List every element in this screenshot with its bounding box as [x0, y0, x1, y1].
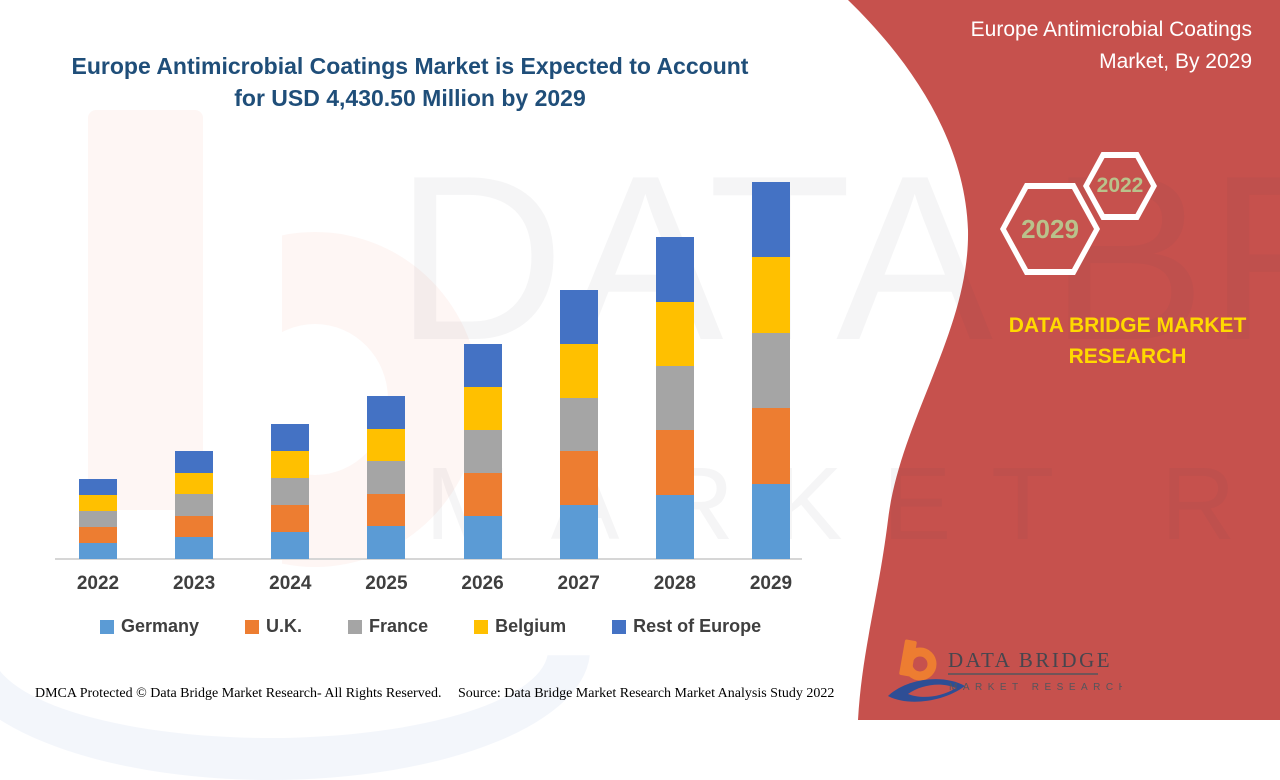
logo-wordmark: DATA BRIDGE: [948, 648, 1112, 672]
bar-2023: [175, 450, 214, 559]
bar-segment-rest-of-europe-2029: [751, 181, 790, 258]
side-panel-title: Europe Antimicrobial Coatings Market, By…: [822, 14, 1252, 78]
bar-2028: [655, 237, 694, 559]
bar-segment-rest-of-europe-2026: [463, 343, 502, 387]
bar-segment-france-2028: [655, 365, 694, 431]
legend-item-rest-of-europe: Rest of Europe: [612, 616, 761, 637]
background-logo-stem-watermark: [88, 110, 203, 510]
legend-swatch: [474, 619, 489, 634]
side-panel-background: [848, 0, 1280, 720]
bar-segment-belgium-2027: [559, 343, 598, 398]
bar-2026: [463, 343, 502, 559]
hexagon-year-label: 2022: [1089, 158, 1151, 214]
bar-2027: [559, 290, 598, 559]
bar-2025: [367, 396, 406, 559]
legend-label: Rest of Europe: [633, 616, 762, 636]
bar-segment-france-2024: [271, 477, 310, 505]
bar-segment-germany-2025: [367, 526, 406, 559]
bar-segment-belgium-2022: [79, 494, 117, 511]
legend-label: France: [369, 616, 429, 636]
bar-segment-belgium-2025: [367, 428, 406, 462]
bar-segment-rest-of-europe-2022: [79, 479, 117, 495]
bar-segment-u-k--2025: [367, 493, 406, 527]
bar-segment-germany-2023: [175, 537, 214, 559]
bar-segment-u-k--2026: [463, 472, 502, 516]
bar-segment-germany-2029: [751, 483, 790, 559]
bar-segment-germany-2024: [271, 531, 310, 559]
bar-segment-france-2023: [175, 494, 214, 516]
x-axis-label-2026: 2026: [461, 573, 504, 594]
bar-2024: [271, 423, 310, 559]
hexagon-badge-2029: 2029: [1000, 183, 1100, 275]
page-title: Europe Antimicrobial Coatings Market is …: [55, 50, 765, 114]
bar-segment-u-k--2023: [175, 515, 214, 538]
legend-item-germany: Germany: [100, 616, 199, 637]
bar-segment-belgium-2024: [271, 450, 310, 478]
legend-label: Germany: [121, 616, 200, 636]
x-axis-label-2028: 2028: [653, 573, 696, 594]
bar-segment-u-k--2028: [655, 430, 694, 495]
bar-segment-france-2025: [367, 461, 406, 494]
bar-segment-belgium-2028: [655, 301, 694, 366]
hexagon-border: 2029: [1000, 183, 1100, 275]
brand-text: DATA BRIDGE MARKET RESEARCH: [1008, 314, 1247, 368]
legend-item-u-k-: U.K.: [245, 616, 302, 637]
bar-segment-u-k--2024: [271, 504, 310, 532]
bar-segment-u-k--2022: [79, 526, 117, 543]
legend-item-belgium: Belgium: [474, 616, 566, 637]
source-note: Source: Data Bridge Market Research Mark…: [458, 686, 835, 701]
side-panel-title-line1: Europe Antimicrobial Coatings: [970, 18, 1252, 41]
legend-label: U.K.: [266, 616, 303, 636]
bar-segment-germany-2022: [79, 542, 117, 559]
logo-subtitle: MARKET RESEARCH: [949, 682, 1122, 693]
bar-segment-rest-of-europe-2028: [655, 237, 694, 302]
data-bridge-logo-mark: [888, 639, 965, 702]
bar-2022: [79, 479, 117, 559]
hexagon-badge-2022: 2022: [1083, 152, 1157, 220]
x-axis-label-2025: 2025: [365, 573, 408, 594]
legend-swatch: [245, 619, 260, 634]
legend-swatch: [100, 619, 114, 634]
bar-segment-germany-2026: [463, 515, 502, 559]
bar-segment-belgium-2029: [751, 257, 790, 333]
x-axis-label-2024: 2024: [269, 573, 312, 594]
stacked-bar-chart: 2022 2023 2024 2025 2026 2027 2028 2029: [55, 181, 802, 594]
bar-segment-germany-2028: [655, 494, 694, 559]
bar-segment-belgium-2023: [175, 472, 214, 495]
bar-2029: [751, 181, 790, 559]
bar-segment-u-k--2027: [559, 451, 598, 506]
bar-segment-france-2026: [463, 429, 502, 473]
bar-segment-rest-of-europe-2023: [175, 450, 214, 473]
hexagon-year-label: 2029: [1006, 189, 1094, 269]
side-panel-title-line2: Market, By 2029: [1099, 50, 1252, 73]
bar-segment-rest-of-europe-2024: [271, 423, 310, 451]
bar-segment-france-2029: [751, 332, 790, 409]
dmca-notice: DMCA Protected © Data Bridge Market Rese…: [35, 686, 442, 701]
legend-swatch: [612, 619, 627, 634]
x-axis-label-2023: 2023: [172, 573, 216, 594]
x-axis-line: [55, 558, 802, 560]
x-axis-label-2027: 2027: [557, 573, 600, 594]
bar-segment-france-2027: [559, 397, 598, 452]
data-bridge-logo: DATA BRIDGE MARKET RESEARCH: [888, 639, 1122, 702]
x-axis-label-2022: 2022: [76, 573, 120, 594]
hexagon-border: 2022: [1083, 152, 1157, 220]
page-title-line1: Europe Antimicrobial Coatings Market is …: [71, 53, 749, 79]
bar-segment-u-k--2029: [751, 408, 790, 484]
bar-segment-belgium-2026: [463, 386, 502, 430]
legend-swatch: [348, 619, 363, 634]
bar-segment-rest-of-europe-2027: [559, 290, 598, 344]
chart-legend: Germany U.K. France Belgium Rest of Europe: [100, 616, 761, 637]
bar-segment-germany-2027: [559, 505, 598, 559]
legend-item-france: France: [348, 616, 428, 637]
bar-segment-france-2022: [79, 510, 117, 527]
legend-label: Belgium: [495, 616, 567, 636]
bar-segment-rest-of-europe-2025: [367, 396, 406, 429]
x-axis-label-2029: 2029: [749, 573, 793, 594]
page-title-line2: for USD 4,430.50 Million by 2029: [234, 85, 586, 111]
